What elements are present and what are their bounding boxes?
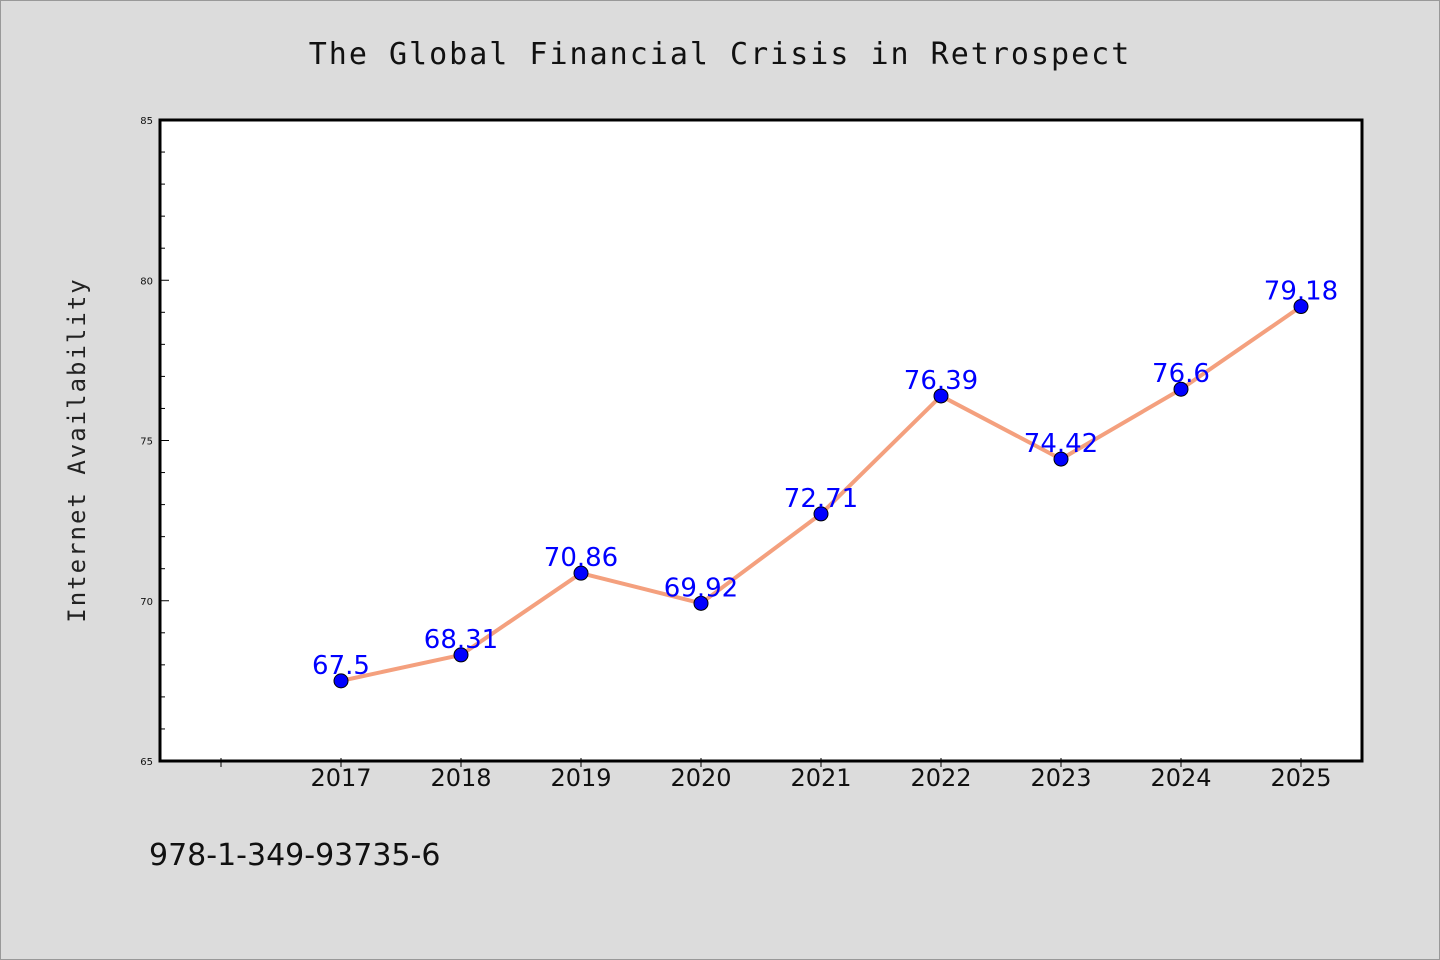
y-tick-label: 85 [140,116,153,127]
data-point-marker [1293,299,1309,315]
data-point-marker [1053,451,1069,467]
data-point-marker [453,647,469,663]
data-label: 70.86 [544,543,618,573]
data-point-marker [1173,381,1189,397]
data-label: 69.92 [664,573,738,603]
y-tick-label: 75 [140,437,153,448]
x-tick-label: 2024 [1150,764,1211,792]
series-layer [333,299,1309,689]
y-axis-label: Internet Availability [63,277,91,622]
x-tick-label: 2019 [550,764,611,792]
x-tick-label: 2023 [1030,764,1091,792]
data-label: 67.5 [312,651,370,681]
data-point-marker [933,388,949,404]
x-tick-label: 2022 [910,764,971,792]
x-tick-label: 2021 [790,764,851,792]
chart-title: The Global Financial Crisis in Retrospec… [309,37,1132,72]
y-axis-ticks: 65 70 75 80 85 [140,116,169,768]
y-tick-label: 70 [140,597,153,608]
y-tick-label: 80 [140,276,153,287]
x-tick-label: 2017 [310,764,371,792]
data-label: 74.42 [1024,429,1098,459]
x-tick-label: 2018 [430,764,491,792]
data-point-marker [693,595,709,611]
isbn-annotation: 978-1-349-93735-6 [149,838,440,873]
data-point-marker [333,673,349,689]
x-tick-label: 2020 [670,764,731,792]
data-point-marker [573,565,589,581]
data-label: 76.6 [1152,359,1210,389]
data-label: 68.31 [424,625,498,655]
plot-area [158,118,1364,763]
x-tick-label: 2025 [1270,764,1331,792]
data-label: 72.71 [784,484,858,514]
data-label: 79.18 [1264,277,1338,307]
data-labels: 67.5 68.31 70.86 69.92 72.71 76.39 74.42 76.6 79… [312,277,1338,681]
x-axis-ticks: 2017 2018 2019 2020 2021 2022 2023 2024 2025 [220,758,1332,792]
data-label: 76.39 [904,366,978,396]
y-tick-label: 65 [140,757,153,768]
data-point-marker [813,506,829,522]
